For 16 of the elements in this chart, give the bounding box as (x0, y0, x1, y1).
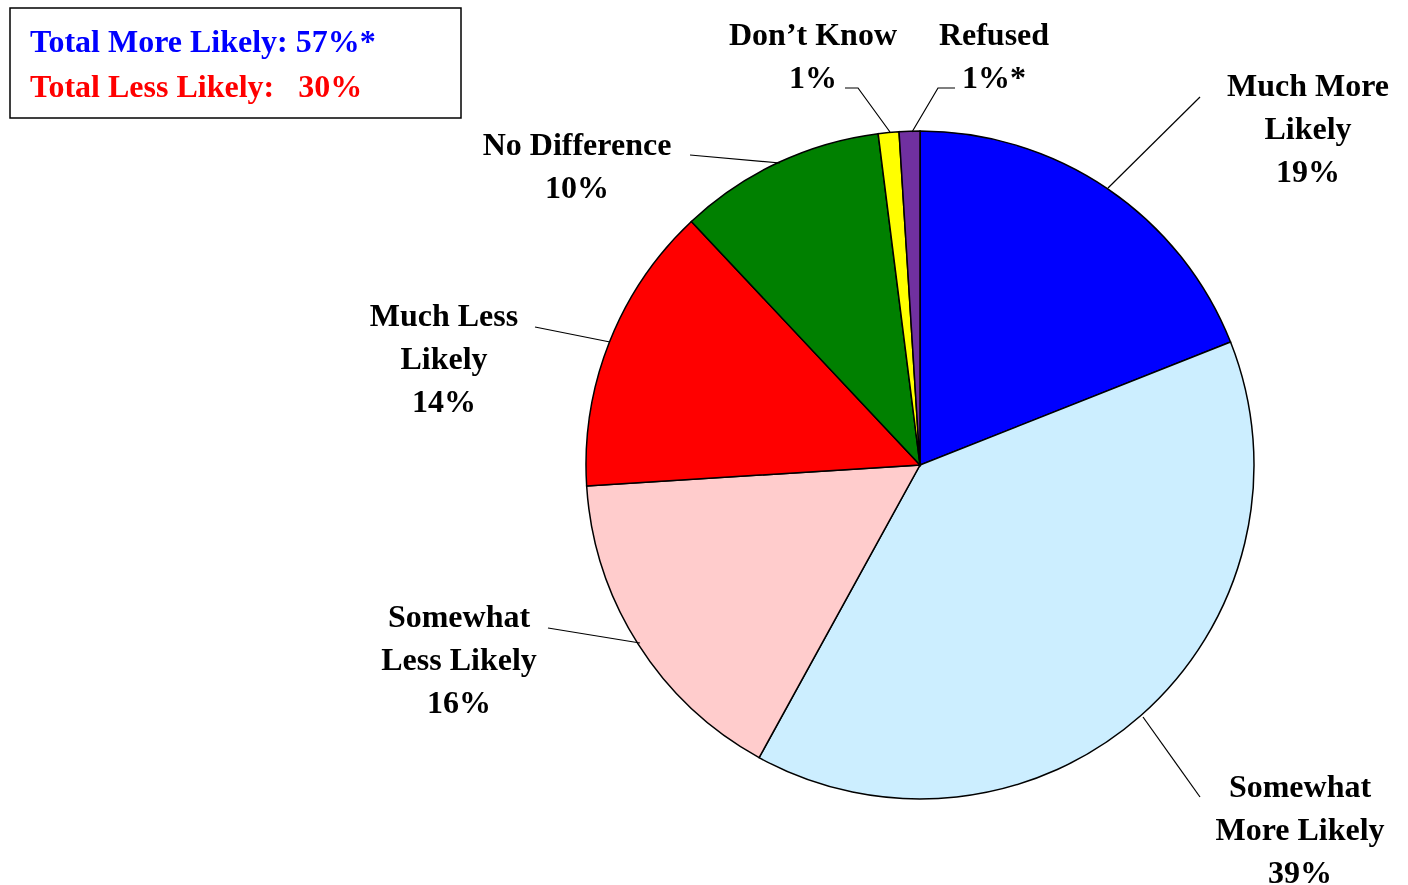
data-label: 1%* (962, 59, 1026, 95)
slice-label: Much More Likely (1226, 67, 1390, 146)
slice-label: Somewhat Less Likely (381, 598, 537, 677)
slice-label: Much Less Likely (369, 297, 519, 376)
slice-label: No Difference (482, 126, 672, 162)
data-label: 1% (789, 59, 837, 95)
text: Total More Likely: 57%* (30, 23, 376, 59)
data-label: 16% (427, 684, 491, 720)
text: Total Less Likely: 30% (30, 68, 363, 104)
data-label: 19% (1276, 153, 1340, 189)
data-label: 39% (1268, 854, 1332, 885)
data-label: 14% (412, 383, 476, 419)
slice-label: Somewhat More Likely (1215, 768, 1385, 847)
slice-label: Refused (938, 16, 1050, 52)
data-label: 10% (545, 169, 609, 205)
slice-label: Don’t Know (728, 16, 898, 52)
